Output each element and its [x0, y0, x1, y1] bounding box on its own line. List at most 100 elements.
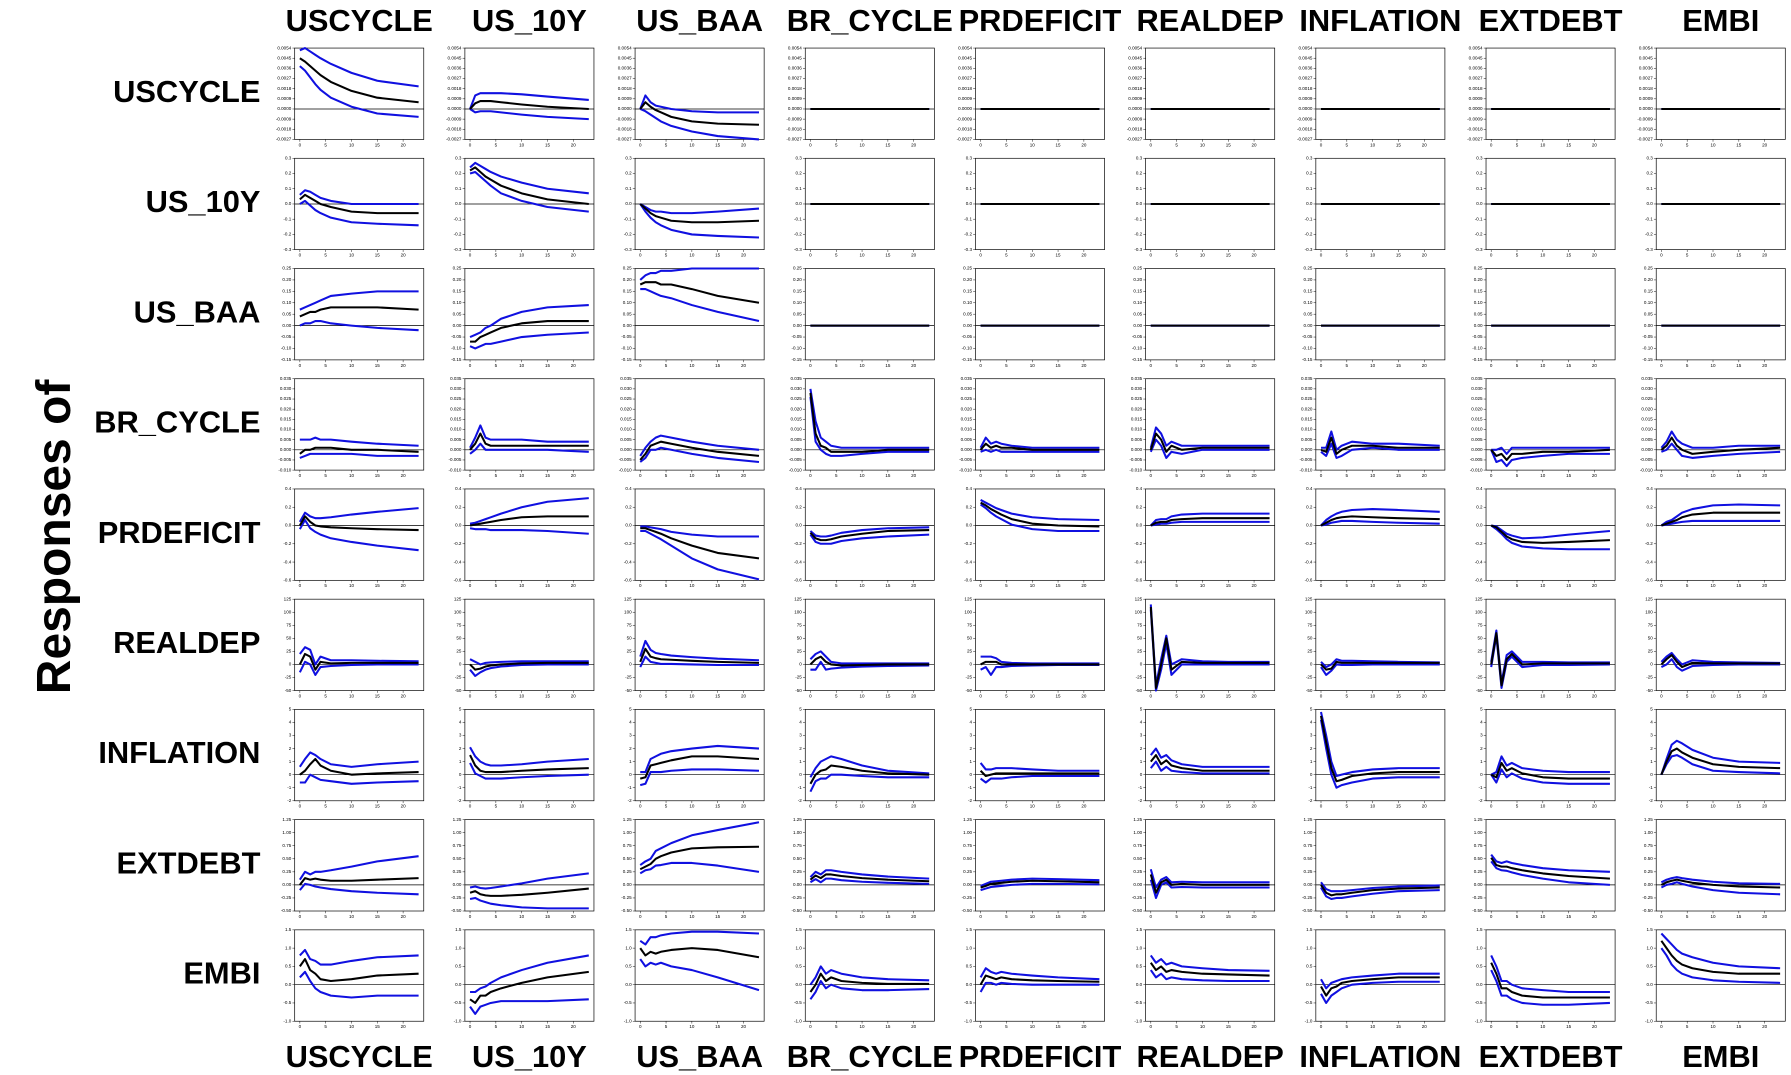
- y-tick-label: -0.5: [794, 1000, 802, 1005]
- y-tick-label: 0.020: [1301, 406, 1313, 411]
- y-tick-label: 0.0: [1646, 201, 1653, 206]
- y-tick-label: -25: [285, 675, 292, 680]
- y-tick-label: 1.25: [453, 817, 462, 822]
- response-line: [1490, 524, 1610, 544]
- upper-band: [639, 821, 760, 866]
- lower-band: [1490, 449, 1610, 468]
- lower-band: [639, 958, 760, 992]
- x-tick-label: 20: [1592, 804, 1598, 809]
- y-tick-label: 25: [627, 649, 633, 654]
- upper-band: [979, 762, 1100, 772]
- y-tick-label: -0.10: [962, 346, 973, 351]
- y-tick-label: 0.75: [1474, 843, 1483, 848]
- y-tick-label: 0.1: [1306, 186, 1313, 191]
- y-tick-label: 2: [1310, 746, 1313, 751]
- x-tick-label: 20: [1592, 253, 1598, 258]
- y-tick-label: 1.00: [1644, 830, 1653, 835]
- x-tick-label: 0: [639, 253, 642, 258]
- x-tick-label: 20: [1762, 363, 1768, 368]
- x-tick-label: 20: [1081, 363, 1087, 368]
- y-tick-label: 0: [289, 772, 292, 777]
- y-tick-label: -1: [1308, 785, 1313, 790]
- y-tick-label: 0.00: [793, 882, 802, 887]
- y-tick-label: 0.75: [623, 843, 632, 848]
- lower-band: [1660, 754, 1781, 776]
- y-tick-label: 0.0018: [1469, 86, 1483, 91]
- response-line: [639, 101, 760, 126]
- y-tick-label: 0.0: [1136, 201, 1143, 206]
- upper-band: [809, 526, 930, 538]
- x-tick-label: 0: [979, 583, 982, 588]
- x-tick-label: 0: [1150, 253, 1153, 258]
- x-tick-label: 15: [715, 473, 721, 478]
- y-tick-label: 0.0018: [1128, 86, 1142, 91]
- x-tick-label: 20: [741, 583, 747, 588]
- y-tick-label: 0.0054: [1469, 45, 1483, 50]
- y-tick-label: 0.0: [285, 523, 292, 528]
- x-tick-label: 15: [715, 583, 721, 588]
- y-tick-label: 1.0: [1646, 945, 1653, 950]
- x-tick-label: 20: [741, 693, 747, 698]
- x-tick-label: 5: [1005, 142, 1008, 147]
- lower-band: [639, 655, 759, 668]
- y-tick-label: 0.015: [1471, 417, 1483, 422]
- x-tick-label: 5: [835, 804, 838, 809]
- y-tick-label: 0.25: [793, 266, 802, 271]
- response-line: [979, 442, 1100, 451]
- y-tick-label: 0.030: [961, 386, 973, 391]
- panel-frame: [804, 488, 935, 581]
- y-tick-label: -0.2: [964, 541, 972, 546]
- x-tick-label: 10: [519, 1024, 525, 1029]
- y-tick-label: -0.25: [1302, 895, 1313, 900]
- y-tick-label: 0: [969, 662, 972, 667]
- x-tick-label: 15: [715, 142, 721, 147]
- y-tick-label: 0.2: [796, 171, 803, 176]
- x-tick-label: 5: [495, 253, 498, 258]
- y-tick-label: 0.0009: [1639, 96, 1653, 101]
- y-tick-label: -50: [795, 688, 802, 693]
- y-tick-label: -0.5: [1305, 1000, 1313, 1005]
- y-tick-label: -0.2: [624, 541, 632, 546]
- y-tick-label: 100: [794, 609, 802, 614]
- upper-band: [640, 525, 759, 538]
- y-tick-label: -0.3: [454, 247, 462, 252]
- panel-frame: [804, 378, 935, 471]
- row-label: PRDEFICIT: [98, 515, 261, 550]
- x-tick-label: 15: [1226, 363, 1232, 368]
- y-tick-label: 0.030: [1641, 386, 1653, 391]
- response-line: [979, 974, 1100, 986]
- x-tick-label: 0: [809, 583, 812, 588]
- lower-band: [469, 896, 589, 910]
- y-tick-label: 0.0045: [618, 55, 632, 60]
- x-tick-label: 15: [885, 693, 891, 698]
- y-tick-label: 0.010: [450, 427, 462, 432]
- y-tick-label: 0.010: [1131, 427, 1143, 432]
- lower-band: [1149, 879, 1270, 899]
- panel-frame: [634, 709, 765, 802]
- y-tick-label: 1.25: [282, 817, 291, 822]
- y-tick-label: 0.00: [963, 882, 972, 887]
- y-tick-label: 0.0036: [1298, 66, 1312, 71]
- panel-frame: [464, 598, 595, 691]
- upper-band: [299, 189, 419, 205]
- y-axis-title: Responses of: [28, 379, 81, 695]
- x-tick-label: 10: [1030, 253, 1036, 258]
- y-tick-label: -0.05: [962, 334, 973, 339]
- y-tick-label: 0.000: [1641, 447, 1653, 452]
- y-tick-label: 0.0054: [958, 45, 972, 50]
- y-tick-label: -0.25: [281, 895, 292, 900]
- y-tick-label: 0.015: [450, 417, 462, 422]
- x-tick-label: 5: [1516, 253, 1519, 258]
- x-tick-label: 15: [1736, 253, 1742, 258]
- response-line: [469, 100, 589, 111]
- x-tick-label: 10: [1030, 363, 1036, 368]
- upper-band: [469, 746, 589, 767]
- x-tick-label: 20: [911, 914, 917, 919]
- y-tick-label: 0.0000: [618, 106, 632, 111]
- y-tick-label: -2: [628, 798, 633, 803]
- x-tick-label: 15: [545, 253, 551, 258]
- y-tick-label: 0: [289, 662, 292, 667]
- x-tick-label: 15: [885, 142, 891, 147]
- x-tick-label: 20: [1762, 914, 1768, 919]
- x-tick-label: 10: [1710, 804, 1716, 809]
